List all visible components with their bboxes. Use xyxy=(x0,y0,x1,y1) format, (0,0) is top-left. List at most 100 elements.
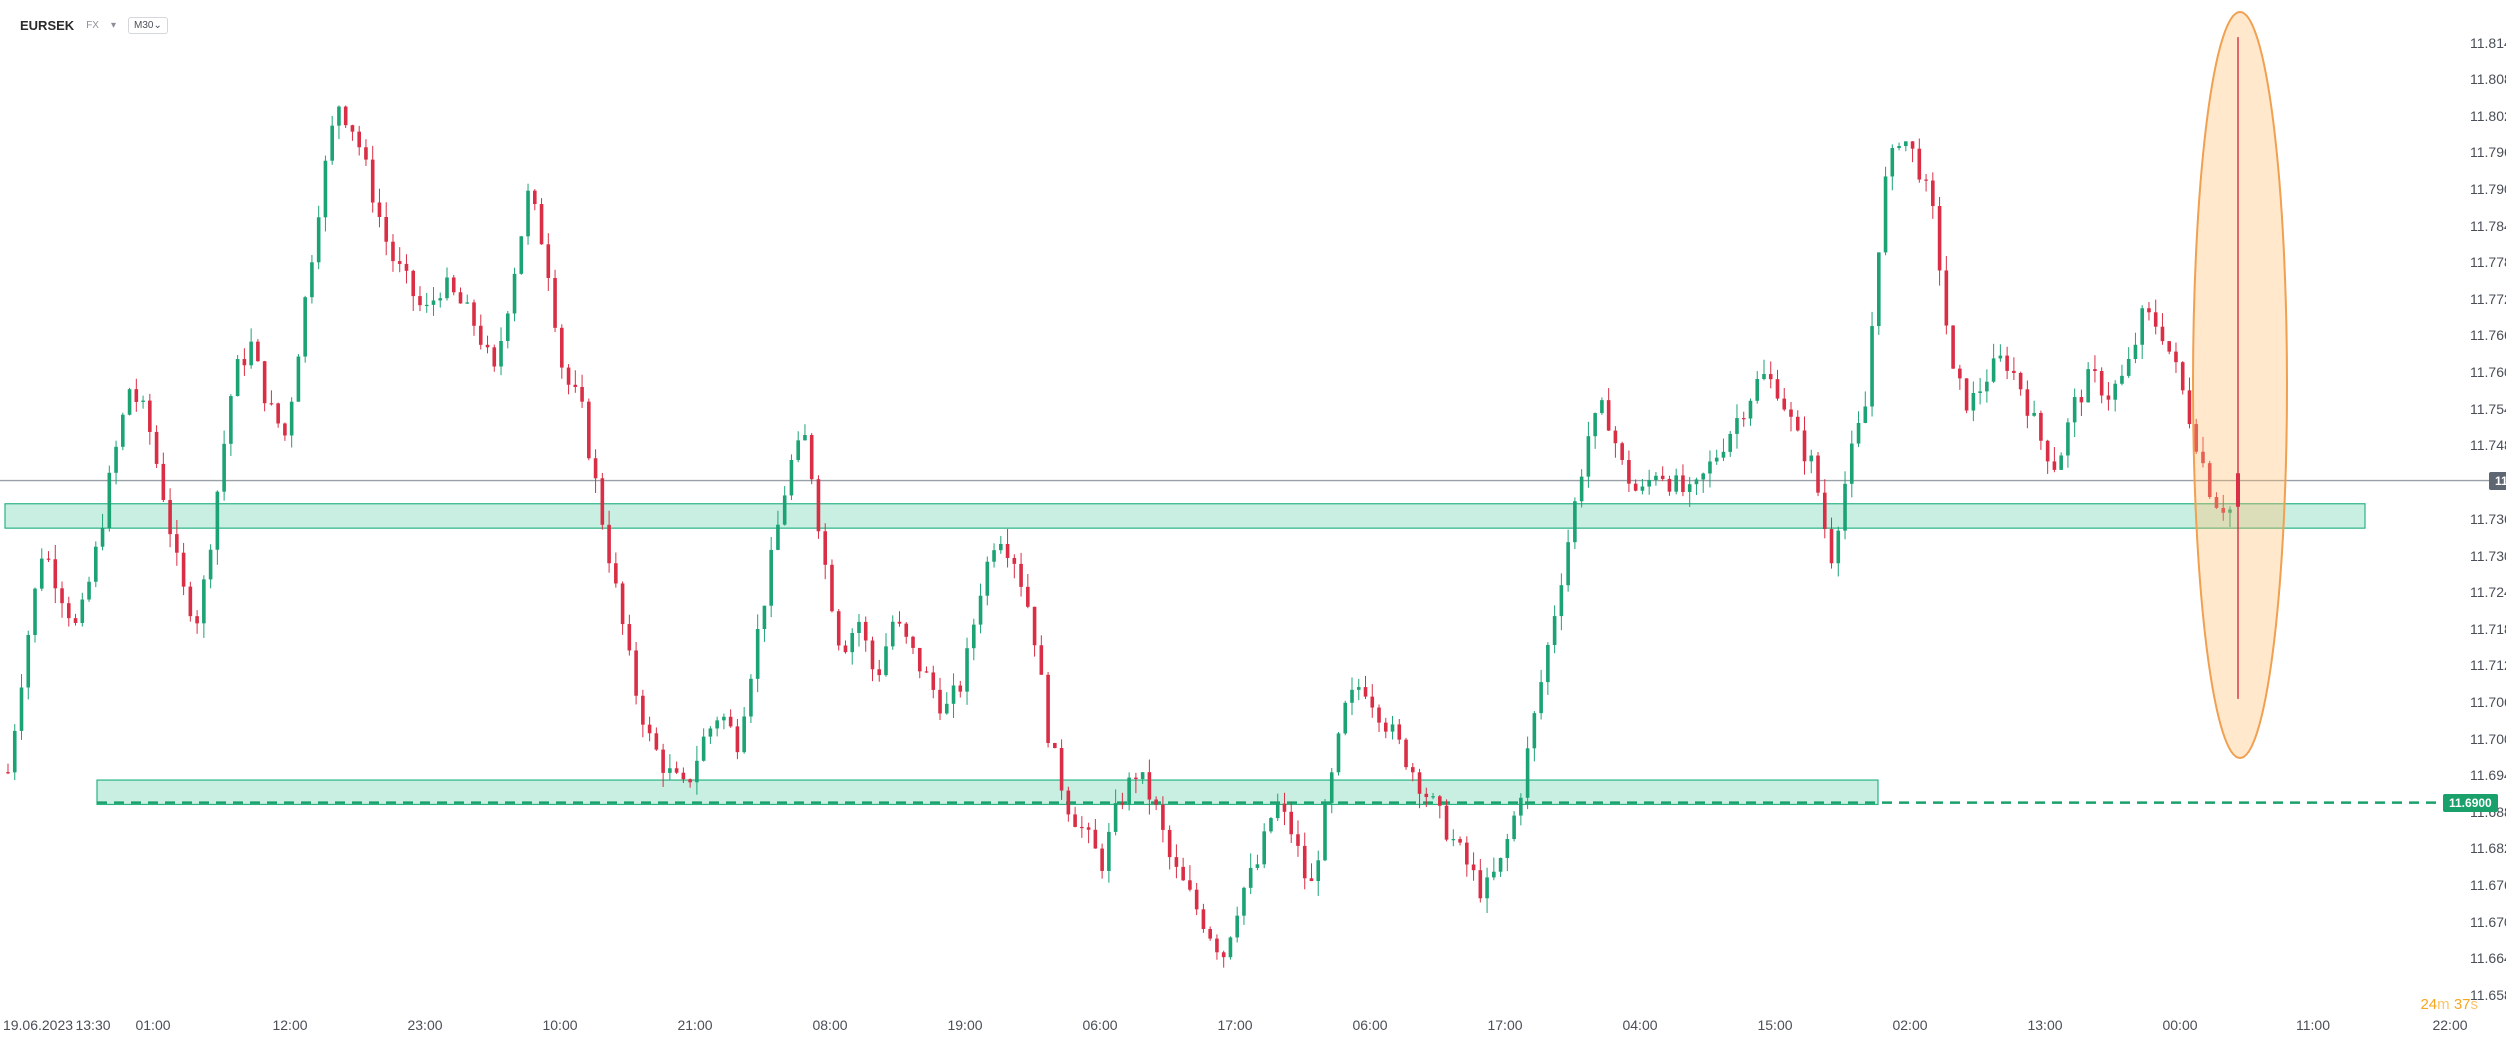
candle-body xyxy=(2106,395,2111,400)
candle-body xyxy=(1228,937,1233,958)
candle-body xyxy=(1795,416,1800,431)
candle-body xyxy=(1964,378,1969,411)
candle-body xyxy=(2066,422,2070,456)
candle-body xyxy=(1438,796,1442,806)
candle-body xyxy=(316,217,321,263)
candle-body xyxy=(512,273,517,314)
candle-body xyxy=(1863,406,1868,423)
candle-body xyxy=(708,728,713,737)
candle-body xyxy=(397,261,402,264)
candle-body xyxy=(1519,797,1523,816)
candle-body xyxy=(1343,702,1348,734)
candle-body xyxy=(1059,748,1064,791)
candle-body xyxy=(1134,777,1138,780)
candle-body xyxy=(1904,141,1908,147)
candle-body xyxy=(283,423,287,436)
y-tick-label: 11.8146 xyxy=(2470,34,2506,51)
candle-body xyxy=(843,645,848,653)
candle-body xyxy=(465,302,470,304)
candle-body xyxy=(1451,839,1456,841)
candle-body xyxy=(1478,870,1483,899)
candle-body xyxy=(830,564,834,612)
candle-body xyxy=(1924,179,1928,181)
candle-body xyxy=(431,300,436,305)
candle-body xyxy=(1633,483,1638,491)
candle-body xyxy=(107,472,112,529)
candle-body xyxy=(1937,205,1942,271)
candle-body xyxy=(505,313,510,341)
candle-body xyxy=(1498,857,1503,872)
candle-body xyxy=(1687,484,1692,492)
candle-body xyxy=(1856,422,1861,444)
candle-body xyxy=(229,396,233,444)
candle-body xyxy=(2113,383,2117,400)
candle-body xyxy=(641,695,645,725)
candle-body xyxy=(1161,804,1165,830)
candle-body xyxy=(1978,391,1982,393)
candle-body xyxy=(12,730,17,773)
y-tick-label: 11.7546 xyxy=(2470,400,2506,417)
candle-body xyxy=(965,648,969,692)
candle-body xyxy=(2147,308,2151,313)
candle-body xyxy=(1431,796,1435,798)
candle-body xyxy=(634,650,638,696)
candle-body xyxy=(1093,829,1098,849)
y-tick-label: 11.8086 xyxy=(2470,71,2506,88)
candle-body xyxy=(1235,915,1239,938)
candle-body xyxy=(343,106,348,126)
candle-body xyxy=(195,616,199,624)
candle-body xyxy=(1525,748,1530,798)
candle-body xyxy=(1559,585,1564,617)
candle-body xyxy=(1849,443,1854,484)
candle-body xyxy=(181,552,186,587)
candle-body xyxy=(1410,767,1415,773)
candle-body xyxy=(1985,381,1989,392)
candle-body xyxy=(951,685,956,704)
x-tick-label: 22:00 xyxy=(2432,1017,2468,1033)
x-tick-label: 15:00 xyxy=(1757,1017,1793,1033)
candle-body xyxy=(2079,397,2084,403)
candle-body xyxy=(1296,834,1300,846)
candle-body xyxy=(303,297,307,357)
candle-body xyxy=(614,563,618,584)
candle-body xyxy=(161,463,166,500)
timeframe-selector[interactable]: M30⌄ xyxy=(128,17,168,34)
candle-body xyxy=(580,386,584,402)
candle-body xyxy=(1032,606,1037,646)
candle-body xyxy=(1039,645,1044,675)
symbol-dropdown-icon[interactable]: ▾ xyxy=(110,20,116,31)
candle-body xyxy=(999,543,1003,551)
candle-body xyxy=(1532,713,1537,749)
candle-body xyxy=(627,624,632,651)
x-tick-label: 17:00 xyxy=(1487,1017,1523,1033)
candle-body xyxy=(404,263,409,271)
candle-body xyxy=(1728,433,1733,452)
candle-body xyxy=(1167,829,1172,858)
candle-body xyxy=(789,459,794,496)
candle-body xyxy=(80,599,85,623)
candle-body xyxy=(1492,871,1496,878)
candle-body xyxy=(222,443,226,492)
candle-body xyxy=(803,435,807,441)
candle-body xyxy=(1566,542,1570,586)
candle-body xyxy=(1802,430,1807,462)
candle-body xyxy=(1302,845,1307,879)
level-price-tag: 11.6900 xyxy=(2443,793,2498,812)
x-tick-label: 19:00 xyxy=(947,1017,983,1033)
candle-body xyxy=(681,772,686,780)
candle-body xyxy=(134,389,139,402)
candle-body xyxy=(2214,497,2219,508)
symbol-label[interactable]: EURSEK xyxy=(20,18,75,33)
candle-body xyxy=(458,292,463,304)
candle-body xyxy=(823,531,828,565)
candle-body xyxy=(782,495,787,525)
candle-body xyxy=(2228,509,2232,513)
candle-body xyxy=(1026,586,1030,607)
candle-body xyxy=(2099,371,2104,396)
x-tick-label: 11:00 xyxy=(2296,1017,2330,1033)
candle-body xyxy=(890,621,895,647)
y-tick-label: 11.6705 xyxy=(2470,913,2506,930)
candle-body xyxy=(296,356,301,402)
candle-body xyxy=(242,359,247,366)
